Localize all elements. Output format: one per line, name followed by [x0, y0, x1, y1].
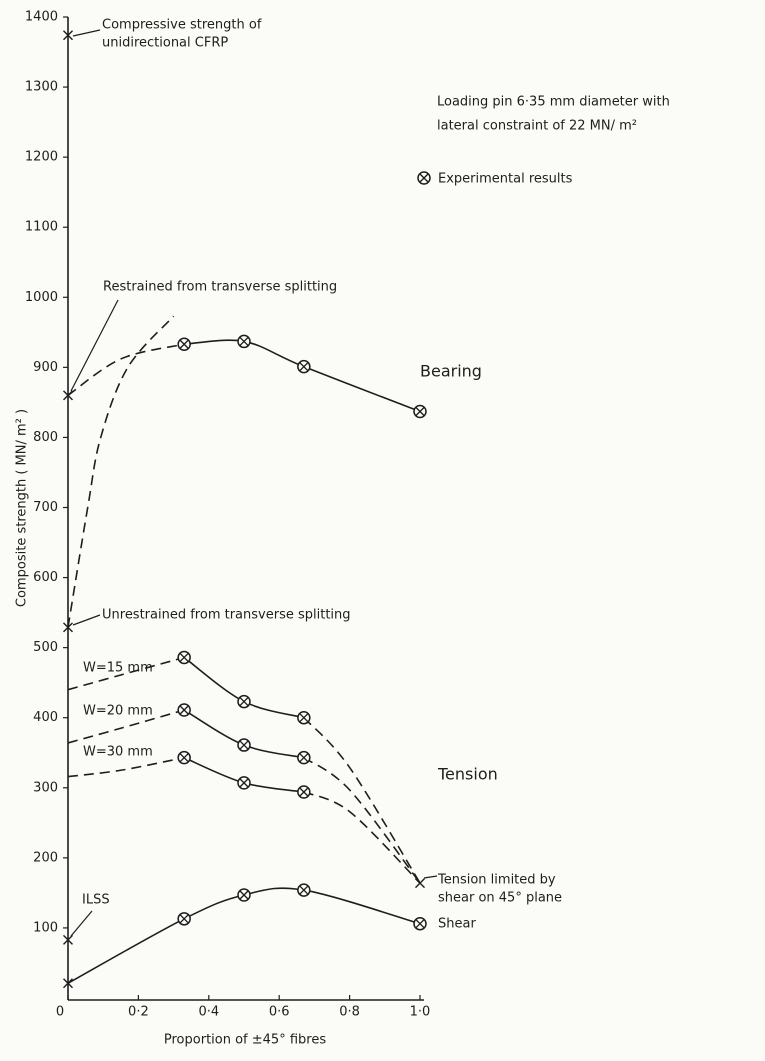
marker-cross — [415, 407, 425, 416]
y-tick-label: 900 — [33, 360, 58, 375]
dashed-curve — [303, 717, 421, 884]
annotation-text: Compressive strength of — [102, 18, 262, 33]
y-tick-label: 300 — [33, 780, 58, 795]
x-tick-label: 0·4 — [198, 1005, 219, 1020]
note-text: lateral constraint of 22 MN/ m² — [437, 119, 637, 134]
point-marker — [63, 30, 73, 41]
x-tick-label: 0 — [56, 1005, 64, 1020]
experimental-point — [177, 912, 191, 926]
marker-cross — [415, 878, 425, 889]
note-text: Loading pin 6·35 mm diameter with — [437, 95, 670, 110]
experimental-point — [237, 738, 251, 752]
series-label: W=20 mm — [83, 704, 153, 719]
x-tick-label: 0·2 — [128, 1005, 149, 1020]
x-axis-label: Proportion of ±45° fibres — [164, 1033, 326, 1048]
experimental-point — [237, 334, 251, 349]
y-axis-label: Composite strength ( MN/ m² ) — [15, 409, 30, 607]
annotation-text: ILSS — [82, 893, 110, 908]
marker-cross — [63, 978, 73, 989]
marker-cross — [239, 778, 249, 788]
marker-cross — [299, 362, 309, 372]
y-tick-label: 1000 — [25, 290, 58, 305]
dashed-curve — [67, 315, 175, 628]
series-label: W=30 mm — [83, 745, 153, 760]
curve — [184, 339, 421, 413]
y-tick-label: 100 — [33, 920, 58, 935]
marker-cross — [63, 30, 73, 41]
annotation-text: Unrestrained from transverse splitting — [102, 608, 351, 623]
y-tick-label: 600 — [33, 570, 58, 585]
marker-cross — [63, 390, 73, 401]
y-tick-label: 700 — [33, 500, 58, 515]
point-marker — [63, 978, 73, 989]
experimental-point — [177, 650, 191, 665]
marker-cross — [239, 740, 249, 750]
key-symbol — [417, 171, 431, 185]
experimental-point — [297, 710, 311, 725]
marker-cross — [415, 919, 425, 929]
annotation-text: shear on 45° plane — [438, 891, 562, 906]
experimental-point — [237, 694, 251, 709]
y-tick-label: 1100 — [25, 220, 58, 235]
experimental-point — [297, 750, 311, 765]
dashed-curve — [67, 709, 185, 744]
x-tick-label: 1·0 — [410, 1005, 431, 1020]
y-tick-label: 800 — [33, 430, 58, 445]
experimental-point — [177, 337, 191, 351]
annotation-text: unidirectional CFRP — [102, 36, 228, 51]
marker-cross — [239, 890, 249, 900]
marker-cross — [299, 787, 309, 797]
marker-cross — [179, 652, 189, 662]
experimental-point — [177, 750, 191, 765]
experimental-point — [413, 916, 427, 931]
marker-cross — [239, 697, 249, 707]
series-label: W=15 mm — [83, 661, 153, 676]
y-tick-label: 1400 — [25, 10, 58, 25]
marker-cross — [179, 914, 189, 924]
dashed-curve — [303, 756, 421, 884]
annotation-text: Restrained from transverse splitting — [103, 280, 337, 295]
experimental-point — [297, 785, 311, 799]
key-label: Experimental results — [438, 172, 573, 187]
dashed-curve — [67, 656, 185, 691]
marker-cross — [299, 885, 309, 895]
x-tick-label: 0·6 — [269, 1005, 290, 1020]
marker-cross — [179, 753, 189, 763]
series-label: Bearing — [420, 362, 482, 381]
point-marker — [63, 622, 73, 633]
experimental-point — [237, 888, 251, 902]
marker-cross — [299, 753, 309, 763]
marker-cross — [63, 622, 73, 633]
experimental-point — [297, 883, 311, 897]
annotation-text: Tension limited by — [437, 873, 556, 888]
y-tick-label: 1200 — [25, 150, 58, 165]
marker-cross — [179, 705, 189, 715]
point-marker — [63, 934, 73, 945]
x-tick-label: 0·8 — [339, 1005, 360, 1020]
marker-cross — [239, 336, 249, 346]
dashed-curve — [303, 791, 421, 884]
series-label: Shear — [438, 917, 476, 932]
experimental-point — [237, 776, 251, 790]
annotation-arrows — [70, 29, 438, 937]
y-tick-label: 400 — [33, 710, 58, 725]
marker-cross — [63, 934, 73, 945]
y-tick-label: 200 — [33, 850, 58, 865]
y-tick-label: 500 — [33, 640, 58, 655]
experimental-point — [297, 359, 311, 374]
dashed-curve — [67, 343, 185, 397]
marker-cross — [179, 339, 189, 349]
experimental-point — [177, 703, 191, 717]
y-tick-label: 1300 — [25, 80, 58, 95]
experimental-point — [413, 404, 427, 419]
dashed-curve — [67, 756, 185, 778]
point-marker — [415, 878, 425, 889]
marker-cross — [299, 713, 309, 723]
note-text: Tension — [437, 765, 498, 784]
point-marker — [63, 390, 73, 401]
